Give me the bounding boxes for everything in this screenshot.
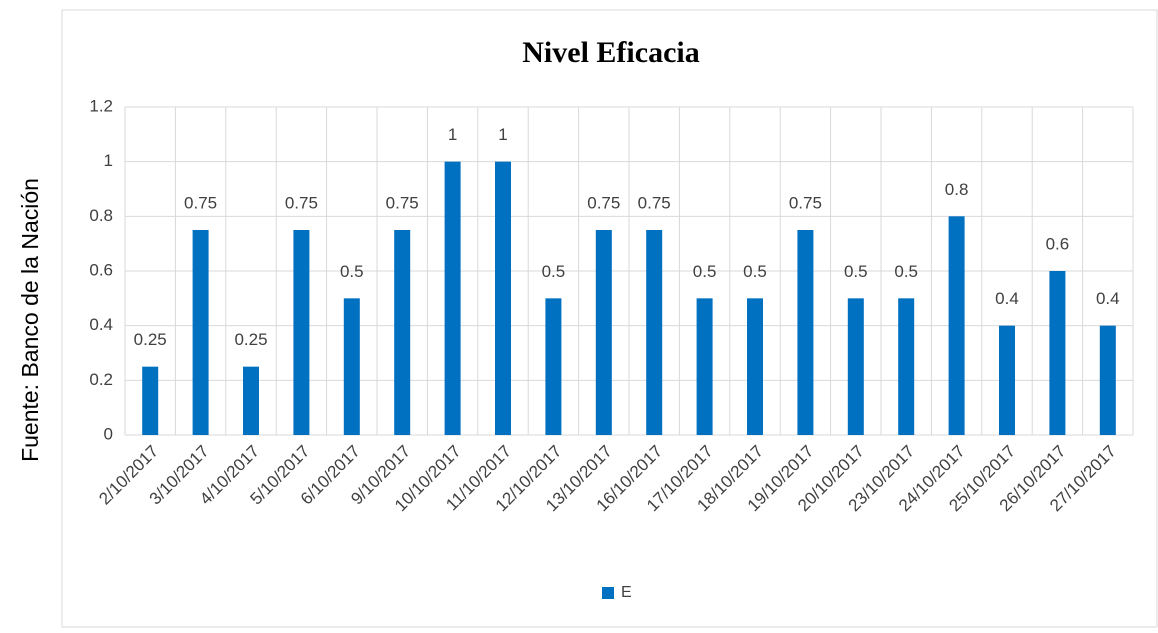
bar bbox=[595, 230, 612, 435]
bar bbox=[142, 366, 159, 435]
data-label: 0.75 bbox=[184, 193, 217, 212]
bar bbox=[293, 230, 310, 435]
y-tick-label: 0.2 bbox=[89, 370, 113, 389]
bar bbox=[192, 230, 209, 435]
bar bbox=[646, 230, 663, 435]
legend-label: E bbox=[621, 584, 632, 601]
bar bbox=[797, 230, 814, 435]
data-label: 0.5 bbox=[844, 262, 868, 281]
bar bbox=[495, 161, 511, 435]
data-label: 0.75 bbox=[285, 193, 318, 212]
bar bbox=[444, 161, 461, 435]
data-label: 0.5 bbox=[894, 262, 918, 281]
y-tick-label: 1.2 bbox=[89, 96, 113, 115]
data-label: 0.75 bbox=[587, 193, 620, 212]
y-tick-label: 0.4 bbox=[89, 315, 113, 334]
source-note: Fuente: Banco de la Nación bbox=[17, 178, 43, 462]
data-label: 0.6 bbox=[1046, 234, 1070, 253]
bar bbox=[898, 298, 915, 435]
data-label: 0.5 bbox=[743, 262, 767, 281]
bar bbox=[696, 298, 713, 435]
data-label: 0.75 bbox=[789, 193, 822, 212]
data-label: 0.75 bbox=[386, 193, 419, 212]
y-tick-label: 0 bbox=[104, 424, 113, 443]
data-label: 1 bbox=[498, 125, 507, 144]
bar bbox=[343, 298, 360, 435]
bar bbox=[545, 298, 562, 435]
y-tick-label: 1 bbox=[104, 151, 113, 170]
bar bbox=[999, 325, 1015, 435]
chart-title: Nivel Eficacia bbox=[522, 36, 699, 69]
data-label: 0.25 bbox=[234, 330, 267, 349]
y-tick-label: 0.8 bbox=[89, 206, 113, 225]
data-label: 0.75 bbox=[638, 193, 671, 212]
bar bbox=[394, 230, 411, 435]
legend-swatch bbox=[602, 587, 614, 599]
bar bbox=[948, 216, 965, 435]
data-label: 0.4 bbox=[1096, 289, 1120, 308]
bar bbox=[1099, 325, 1116, 435]
bar bbox=[847, 298, 864, 435]
data-label: 0.25 bbox=[134, 330, 167, 349]
data-label: 0.5 bbox=[340, 262, 364, 281]
data-label: 0.4 bbox=[995, 289, 1019, 308]
y-tick-label: 0.6 bbox=[89, 260, 113, 279]
bar bbox=[1049, 271, 1066, 435]
data-label: 0.5 bbox=[542, 262, 566, 281]
data-label: 1 bbox=[448, 125, 457, 144]
data-label: 0.5 bbox=[693, 262, 717, 281]
data-label: 0.8 bbox=[945, 180, 969, 199]
bar bbox=[243, 366, 259, 435]
bar bbox=[747, 298, 763, 435]
